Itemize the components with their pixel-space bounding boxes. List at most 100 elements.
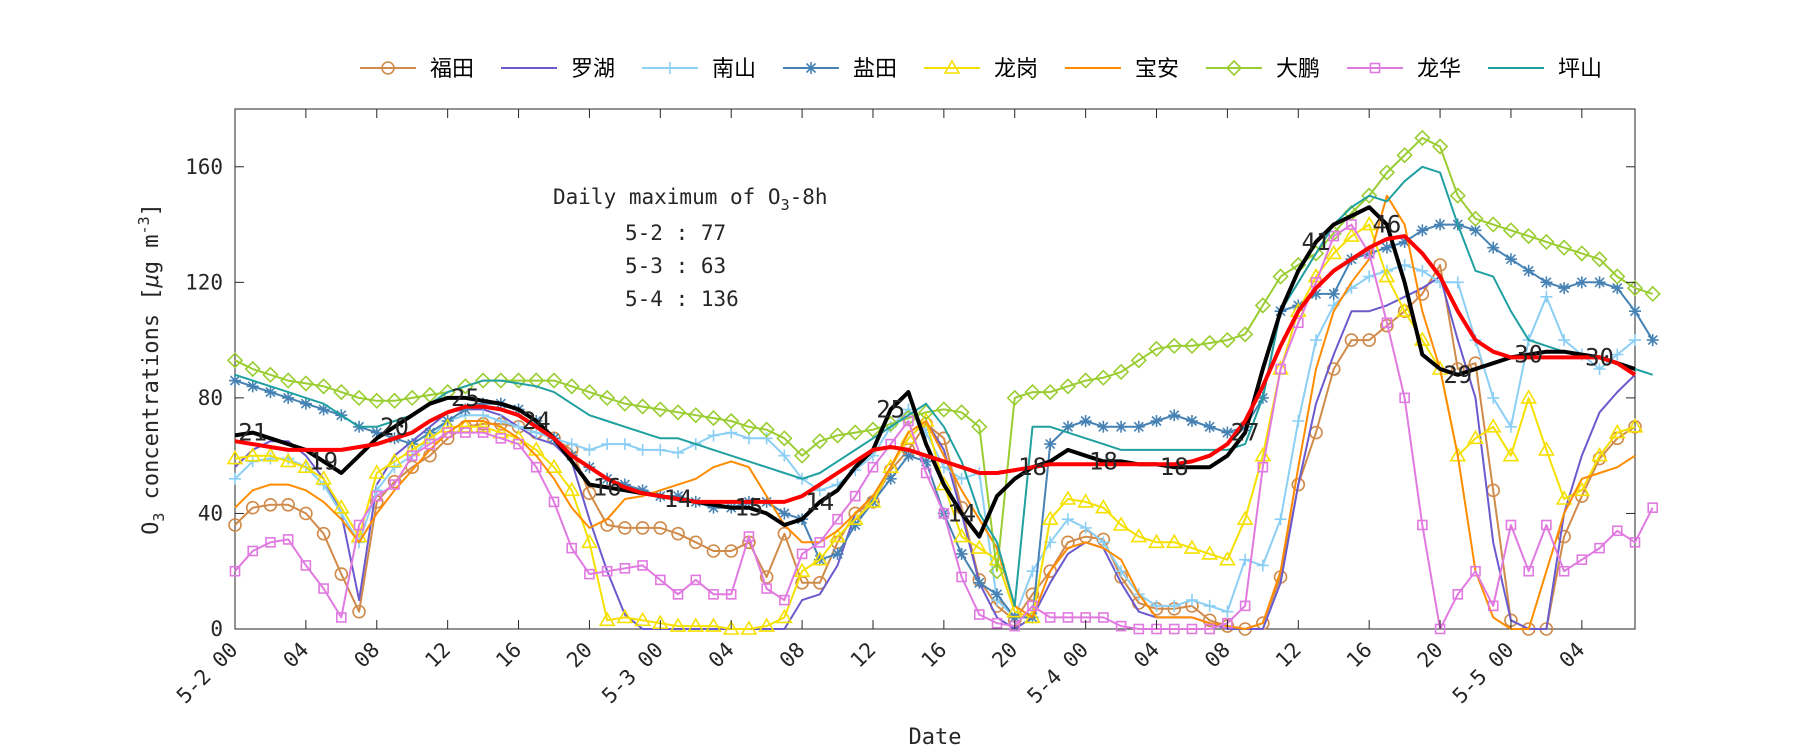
data-point (265, 537, 276, 548)
legend-label: 大鹏 (1276, 57, 1320, 82)
data-point (281, 497, 295, 512)
data-point (1629, 305, 1641, 318)
data-point (244, 447, 262, 462)
data-point (1168, 599, 1181, 612)
data-point (636, 443, 649, 456)
annotation-title-sub: 3 (781, 196, 790, 214)
data-point (814, 537, 826, 548)
legend-label: 龙华 (1417, 57, 1461, 82)
data-point (1360, 215, 1378, 231)
data-point (1558, 334, 1571, 347)
data-point (387, 474, 402, 489)
data-point (333, 383, 350, 401)
data-point (616, 608, 634, 624)
data-point (953, 527, 970, 543)
data-point (831, 547, 844, 560)
data-point (297, 375, 315, 392)
data-point (563, 481, 581, 497)
data-point (229, 472, 241, 485)
data-point (672, 446, 685, 459)
data-point (637, 560, 648, 571)
data-point (705, 617, 722, 632)
data-point (867, 461, 879, 473)
data-point (1629, 334, 1641, 347)
point-label: 16 (593, 473, 622, 501)
data-point (618, 521, 632, 535)
data-point (1291, 477, 1306, 492)
data-point (1044, 438, 1057, 451)
data-point (1485, 216, 1502, 233)
data-point (776, 430, 793, 447)
legend-item: 坪山 (1488, 57, 1602, 82)
data-point (1576, 554, 1588, 565)
legend-swatch-marker (943, 59, 961, 74)
data-point (1343, 227, 1360, 242)
data-point (1059, 378, 1077, 395)
data-point (635, 521, 650, 535)
data-point (477, 397, 490, 410)
point-label: 46 (1372, 211, 1401, 239)
point-label: 14 (805, 488, 834, 516)
legend-item: 龙岗 (924, 57, 1038, 82)
data-point (262, 366, 279, 383)
data-point (299, 397, 312, 410)
series-5 (234, 194, 1636, 630)
y-axis-label-o: O (139, 522, 164, 535)
data-point (1115, 565, 1128, 578)
data-point (1452, 589, 1464, 600)
data-point (1591, 251, 1608, 268)
data-point (811, 551, 829, 566)
data-point (778, 449, 791, 462)
data-point (705, 409, 722, 427)
data-point (495, 433, 507, 444)
data-point (1647, 502, 1659, 513)
data-point (1112, 516, 1130, 531)
data-point (1133, 623, 1145, 635)
data-point (1381, 317, 1393, 329)
data-point (723, 412, 740, 430)
data-point (793, 447, 811, 464)
data-point (1236, 510, 1254, 526)
data-point (1148, 533, 1165, 549)
annotation-box: Daily maximum of O3-8h 5-2 : 77 5-3 : 63… (553, 185, 828, 311)
data-point (352, 604, 366, 619)
data-point (1416, 264, 1429, 277)
data-point (1396, 302, 1414, 318)
point-label: 30 (1585, 343, 1614, 371)
data-point (368, 392, 385, 409)
data-point (513, 438, 524, 450)
data-point (672, 490, 685, 503)
data-point (510, 372, 527, 389)
series-10 (234, 234, 1637, 504)
data-point (300, 560, 312, 571)
data-point (315, 378, 332, 395)
data-point (655, 574, 666, 586)
data-point (847, 424, 864, 441)
data-point (474, 372, 492, 389)
data-point (1611, 525, 1623, 537)
data-point (581, 383, 598, 401)
data-point (406, 450, 418, 461)
legend-label: 罗湖 (571, 57, 615, 82)
data-point (740, 418, 758, 435)
data-point (389, 479, 400, 490)
data-point (1327, 287, 1340, 300)
data-point (618, 438, 631, 451)
data-point (1558, 565, 1570, 577)
data-point (619, 563, 631, 574)
point-label: 30 (1514, 341, 1543, 369)
data-point (1555, 490, 1573, 505)
data-point (1593, 276, 1606, 289)
x-axis-label: Date (909, 725, 962, 750)
data-point (1132, 420, 1145, 433)
data-point (793, 562, 811, 578)
data-point (671, 526, 685, 541)
data-point (1594, 542, 1605, 554)
data-point (584, 568, 595, 580)
data-point (1310, 287, 1323, 300)
data-point (1573, 481, 1591, 497)
data-point (1239, 553, 1252, 566)
data-point (1591, 447, 1608, 462)
data-point (759, 570, 774, 584)
data-point (1201, 334, 1218, 352)
